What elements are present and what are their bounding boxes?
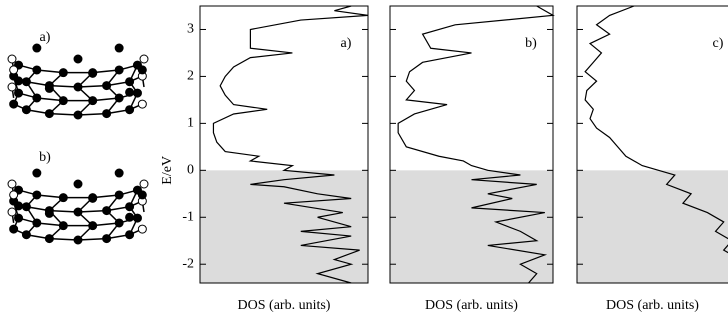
panel-label: c) xyxy=(713,36,724,51)
y-tick-label: 0 xyxy=(187,163,194,178)
atom xyxy=(45,84,53,92)
structure-label: b) xyxy=(39,150,51,165)
atom xyxy=(138,66,146,74)
atom xyxy=(126,88,134,96)
atom xyxy=(126,203,134,211)
panel: c) DOS (arb. units) xyxy=(577,6,728,313)
panel-label: b) xyxy=(525,36,537,51)
atom xyxy=(115,44,123,52)
atom xyxy=(74,111,82,119)
figure: a) b) -2 -1 0 1 2 3 a) DOS (arb. units) E/eV b) DO… xyxy=(0,0,728,324)
molecules xyxy=(8,44,148,244)
atom xyxy=(45,209,53,217)
atom xyxy=(89,222,97,230)
atom xyxy=(45,110,53,118)
y-axis-label: E/eV xyxy=(160,156,175,185)
atom xyxy=(140,55,148,63)
atom xyxy=(138,225,146,233)
atom xyxy=(126,78,134,86)
y-tick-label: -1 xyxy=(182,209,194,224)
atom xyxy=(10,191,18,199)
atom xyxy=(115,191,123,199)
atom xyxy=(15,202,23,210)
atom xyxy=(10,225,18,233)
atom xyxy=(115,169,123,177)
atom xyxy=(74,208,82,216)
atom xyxy=(33,191,41,199)
atom xyxy=(115,66,123,74)
atom xyxy=(8,180,16,188)
atom xyxy=(133,89,141,97)
atom xyxy=(115,219,123,227)
atom xyxy=(103,110,111,118)
atom xyxy=(8,83,16,91)
atom xyxy=(15,214,23,222)
atom xyxy=(15,89,23,97)
atom xyxy=(140,180,148,188)
atom xyxy=(138,100,146,108)
atom xyxy=(10,66,18,74)
atom xyxy=(89,97,97,105)
atom xyxy=(33,66,41,74)
y-tick-label: 3 xyxy=(187,22,194,37)
atom xyxy=(33,44,41,52)
atom xyxy=(74,55,82,63)
atom xyxy=(45,235,53,243)
atom xyxy=(59,194,67,202)
x-axis-label: DOS (arb. units) xyxy=(425,298,518,313)
atom xyxy=(22,203,30,211)
atom xyxy=(103,82,111,90)
atom xyxy=(103,235,111,243)
atom xyxy=(59,97,67,105)
y-tick-label: 2 xyxy=(187,69,194,84)
x-axis-label: DOS (arb. units) xyxy=(606,298,699,313)
atom xyxy=(89,194,97,202)
atom xyxy=(103,207,111,215)
atom xyxy=(33,94,41,102)
atom xyxy=(133,214,141,222)
atom xyxy=(126,213,134,221)
y-tick-label: 1 xyxy=(187,116,194,131)
atom xyxy=(33,219,41,227)
occupied-region xyxy=(577,170,728,283)
atom xyxy=(115,94,123,102)
atom xyxy=(74,236,82,244)
atom xyxy=(33,169,41,177)
atom xyxy=(22,106,30,114)
atom xyxy=(126,231,134,239)
panel-label: a) xyxy=(341,36,352,51)
atom xyxy=(10,100,18,108)
atom xyxy=(126,106,134,114)
x-axis-label: DOS (arb. units) xyxy=(238,298,331,313)
atom xyxy=(8,55,16,63)
atom xyxy=(89,69,97,77)
atom xyxy=(74,180,82,188)
occupied-region xyxy=(390,170,553,283)
panel: -2 -1 0 1 2 3 a) DOS (arb. units) E/eV xyxy=(160,6,368,313)
structure-label: a) xyxy=(40,30,51,45)
atom xyxy=(15,77,23,85)
y-tick-label: -2 xyxy=(182,256,194,271)
atom xyxy=(22,231,30,239)
atom xyxy=(74,83,82,91)
atom xyxy=(22,78,30,86)
atom xyxy=(59,222,67,230)
atom xyxy=(138,191,146,199)
atom xyxy=(8,208,16,216)
atom xyxy=(59,69,67,77)
panel: b) DOS (arb. units) xyxy=(390,6,553,313)
